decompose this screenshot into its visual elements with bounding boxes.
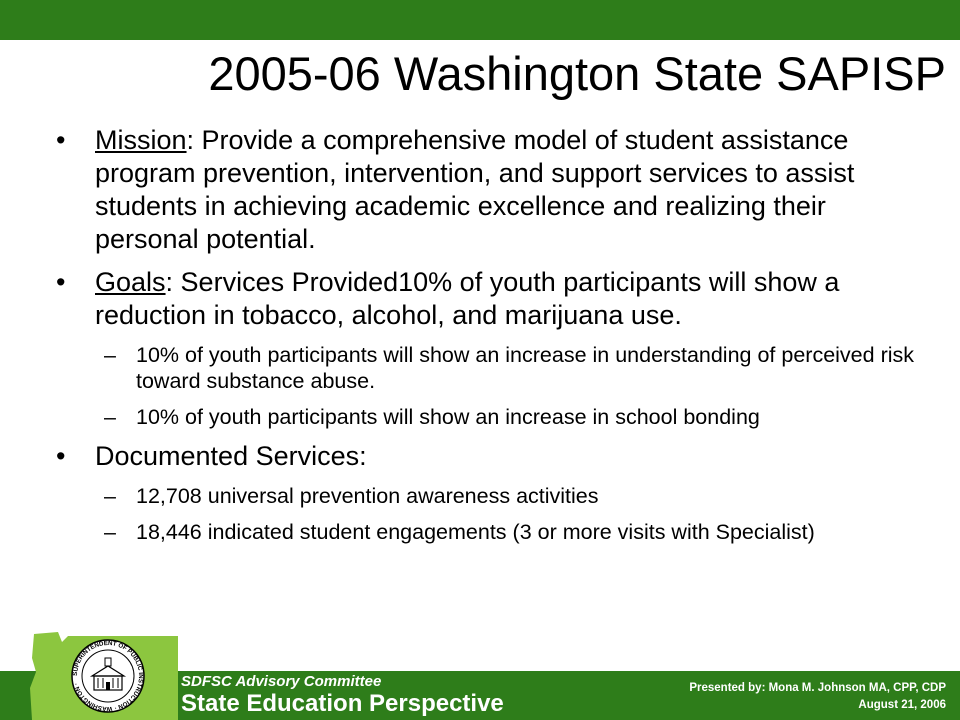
- slide-title: 2005-06 Washington State SAPISP: [208, 47, 946, 100]
- sub-bullet-marker: –: [104, 520, 116, 544]
- sub-bullet-text: 10% of youth participants will show an i…: [136, 343, 915, 393]
- footer-date: August 21, 2006: [858, 699, 946, 711]
- sub-bullet-text: 18,446 indicated student engagements (3 …: [136, 520, 815, 544]
- state-seal-icon: SUPERINTENDENT OF PUBLIC INSTRUCTION · W…: [71, 639, 145, 713]
- bullet-marker: •: [56, 267, 66, 297]
- slide-content: • Mission: Provide a comprehensive model…: [0, 124, 960, 555]
- bullet-mission: • Mission: Provide a comprehensive model…: [0, 124, 960, 256]
- sub-bullet-marker: –: [104, 343, 116, 367]
- sub-bullet-marker: –: [104, 484, 116, 508]
- bullet-text-mission: : Provide a comprehensive model of stude…: [95, 125, 855, 254]
- bullet-goals: • Goals: Services Provided10% of youth p…: [0, 266, 960, 332]
- footer-presenter-block: Presented by: Mona M. Johnson MA, CPP, C…: [689, 680, 946, 714]
- sub-bullet-indicated: – 18,446 indicated student engagements (…: [0, 519, 960, 545]
- footer-perspective: State Education Perspective: [181, 690, 504, 717]
- sub-bullet-text: 10% of youth participants will show an i…: [136, 405, 760, 429]
- bullet-marker: •: [56, 125, 66, 155]
- sub-bullet-marker: –: [104, 405, 116, 429]
- washington-map-icon: SUPERINTENDENT OF PUBLIC INSTRUCTION · W…: [30, 632, 178, 720]
- bullet-marker: •: [56, 441, 66, 471]
- bullet-text-goals: : Services Provided10% of youth particip…: [95, 267, 840, 330]
- bullet-label-mission: Mission: [95, 125, 187, 155]
- bullet-label-goals: Goals: [95, 267, 166, 297]
- sub-bullet-risk: – 10% of youth participants will show an…: [0, 342, 960, 394]
- sub-bullet-universal: – 12,708 universal prevention awareness …: [0, 483, 960, 509]
- sub-bullet-bonding: – 10% of youth participants will show an…: [0, 404, 960, 430]
- footer-committee: SDFSC Advisory Committee: [181, 673, 382, 690]
- bullet-text-services: Documented Services:: [95, 441, 367, 471]
- bullet-documented-services: • Documented Services:: [0, 440, 960, 473]
- sub-bullet-text: 12,708 universal prevention awareness ac…: [136, 484, 599, 508]
- footer-presenter: Presented by: Mona M. Johnson MA, CPP, C…: [689, 682, 946, 694]
- header-bar: [0, 0, 960, 40]
